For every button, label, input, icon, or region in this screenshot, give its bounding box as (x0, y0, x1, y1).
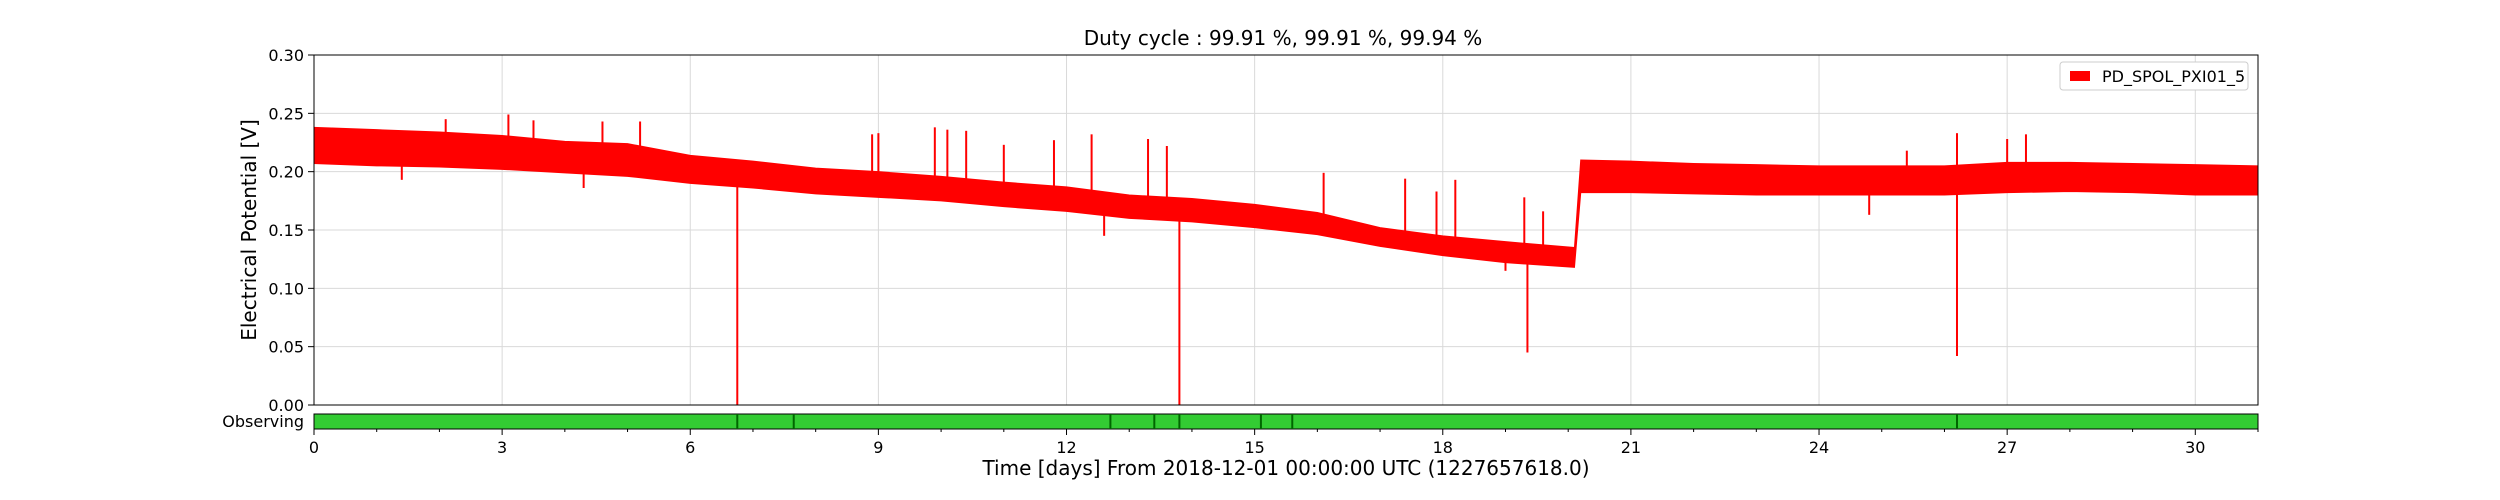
segment-bar-fill (313, 413, 2259, 430)
x-tick-label-9: 27 (1997, 438, 2017, 457)
x-tick-label-6: 18 (1433, 438, 1453, 457)
y-tick-label-3: 0.15 (268, 221, 304, 240)
x-tick-label-3: 9 (873, 438, 883, 457)
observing-segment-bar (313, 413, 2259, 430)
x-axis: 0 3 6 9 12 15 18 21 24 27 30 (309, 429, 2259, 457)
legend: PD_SPOL_PXI01_5 (2059, 61, 2249, 91)
series-band (313, 126, 2259, 268)
x-tick-label-7: 21 (1621, 438, 1641, 457)
y-tick-label-4: 0.20 (268, 163, 304, 182)
y-tick-label-2: 0.10 (268, 279, 304, 298)
legend-swatch (2070, 71, 2090, 81)
series-spikes (400, 114, 2027, 405)
x-tick-label-5: 15 (1244, 438, 1264, 457)
x-axis-label: Time [days] From 2018-12-01 00:00:00 UTC… (981, 456, 1589, 480)
segment-bar-label: Observing (222, 412, 304, 431)
x-tick-label-1: 3 (497, 438, 507, 457)
x-tick-label-10: 30 (2185, 438, 2205, 457)
x-tick-label-8: 24 (1809, 438, 1829, 457)
y-axis: 0.00 0.05 0.10 0.15 0.20 0.25 0.30 (268, 46, 314, 415)
legend-entry: PD_SPOL_PXI01_5 (2102, 67, 2245, 87)
y-axis-label: Electrical Potential [V] (237, 119, 261, 341)
y-tick-label-0: 0.00 (268, 396, 304, 415)
y-tick-label-1: 0.05 (268, 338, 304, 357)
x-tick-label-4: 12 (1056, 438, 1076, 457)
y-tick-label-5: 0.25 (268, 104, 304, 123)
x-tick-label-2: 6 (685, 438, 695, 457)
chart-title: Duty cycle : 99.91 %, 99.91 %, 99.94 % (1084, 26, 1483, 50)
legend-frame (2059, 61, 2249, 91)
y-tick-label-6: 0.30 (268, 46, 304, 65)
series-band-area (313, 126, 2259, 268)
x-tick-label-0: 0 (309, 438, 319, 457)
